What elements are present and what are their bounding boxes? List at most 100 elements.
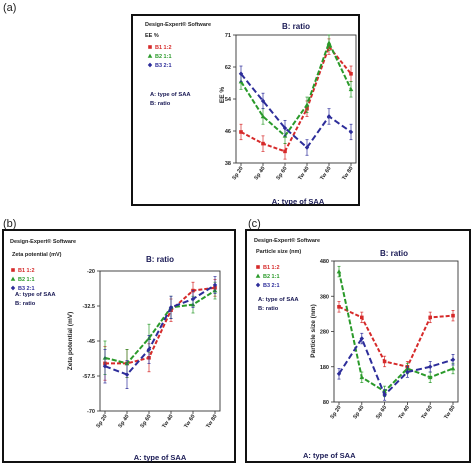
panel-c-data-point — [336, 371, 342, 377]
panel-a-data-point — [304, 145, 310, 150]
panel-b-x-tick-label: Tw 80 — [205, 414, 218, 430]
panel-b-chart-title: B: ratio — [146, 255, 174, 264]
panel-c-data-point — [382, 359, 387, 364]
panel-c-response-label: Particle size (nm) — [256, 249, 301, 255]
panel-b-factor-note: B: ratio — [15, 301, 36, 307]
panel-b-data-point — [146, 347, 152, 352]
panel-c-letter: (c) — [248, 218, 261, 230]
panel-a-legend-marker — [147, 53, 153, 58]
panel-b-data-point — [124, 372, 130, 377]
panel-c-y-tick-label: 80 — [323, 400, 329, 406]
panel-b-response-label: Zeta potential (mV) — [12, 252, 62, 258]
panel-a-data-point — [348, 129, 354, 135]
panel-c-series-line-2 — [338, 271, 454, 393]
panel-b-legend-entry: B3 2:1 — [18, 286, 35, 292]
panel-a-data-point — [326, 114, 332, 119]
panel-b-legend-entry: B1 1:2 — [18, 268, 35, 274]
panel-c-y-tick-label: 380 — [320, 294, 329, 300]
panel-b-legend-marker — [11, 268, 15, 272]
panel-c-legend-entry: B1 1:2 — [263, 265, 280, 271]
panel-c-x-tick-label: Tw 60 — [421, 405, 434, 421]
panel-b-y-axis-label: Zeta potential (mV) — [67, 312, 74, 371]
panel-a-y-axis-label: EE % — [219, 87, 226, 103]
panel-a-letter: (a) — [3, 2, 17, 14]
panel-c-data-point — [427, 374, 433, 380]
panel-b-data-point — [102, 363, 108, 369]
panel-a-data-point — [260, 114, 266, 119]
panel-a-series-line-3 — [240, 73, 352, 149]
panel-c-factor-note: A: type of SAA — [258, 297, 299, 303]
panel-c-data-point — [405, 369, 410, 375]
panel-a-series-line-2 — [240, 40, 352, 138]
panel-b-y-tick-label: -20 — [87, 269, 95, 275]
panel-c-data-point — [428, 364, 433, 370]
panel-a-data-point — [349, 71, 353, 76]
panel-b-y-tick-label: -32.5 — [82, 304, 95, 310]
panel-b-series-line-3 — [104, 284, 216, 376]
panel-a-y-tick-label: 46 — [225, 129, 231, 135]
panel-a-data-point — [326, 40, 332, 45]
panel-a-x-tick-label: Sp 60 — [275, 166, 288, 182]
panel-b-x-tick-label: Tw 40 — [161, 414, 174, 430]
panel-b-legend-marker — [10, 276, 16, 281]
panel-c-factor-note: B: ratio — [258, 306, 279, 312]
panel-a-legend-marker — [147, 62, 153, 68]
panel-b-x-tick-label: Tw 60 — [183, 414, 196, 430]
panel-a-y-tick-label: 38 — [225, 161, 231, 167]
panel-b-plot-area — [99, 270, 221, 412]
panel-c-legend-entry: B3 2:1 — [263, 283, 280, 289]
panel-a-data-point — [348, 86, 354, 92]
panel-c-y-tick-label: 280 — [320, 330, 329, 336]
panel-b-x-tick-label: Sp 40 — [117, 414, 130, 430]
panel-a-data-point — [304, 102, 310, 107]
panel-c-software-label: Design-Expert® Software — [254, 237, 320, 244]
panel-c-data-point — [359, 374, 365, 380]
panel-a-chart-title: B: ratio — [282, 22, 310, 31]
panel-a-x-tick-label: Tw 40 — [297, 166, 310, 182]
panel-c-data-point — [428, 315, 432, 320]
panel-a-legend-entry: B2 1:1 — [155, 54, 172, 60]
panel-b-data-point — [190, 296, 196, 302]
panel-a-data-point — [261, 141, 265, 146]
panel-c-data-point — [451, 313, 455, 318]
panel-b-data-point — [168, 305, 174, 310]
panel-b-legend-marker — [10, 285, 16, 291]
panel-c-data-point — [382, 392, 387, 398]
panel-b-series-line-1 — [105, 286, 216, 365]
panel-a-response-label: EE % — [145, 33, 159, 39]
panel-a-data-point — [260, 98, 266, 104]
panel-a-legend-marker — [148, 45, 152, 49]
panel-a-y-tick-label: 71 — [225, 33, 231, 39]
panel-c-x-tick-label: Sp 60 — [375, 405, 388, 421]
panel-c-plot-area — [333, 260, 459, 403]
panel-c-chart-title: B: ratio — [380, 249, 408, 258]
panel-b-y-tick-label: -70 — [87, 409, 95, 415]
panel-a-x-tick-label: Tw 80 — [341, 166, 354, 182]
panel-a-factor-note: A: type of SAA — [150, 92, 191, 98]
panel-c-data-point — [450, 357, 456, 363]
panel-a-x-tick-label: Tw 60 — [319, 166, 332, 182]
panel-b-data-point — [212, 282, 218, 288]
panel-c-x-tick-label: Sp 20 — [329, 405, 342, 421]
panel-b-factor-note: A: type of SAA — [15, 292, 56, 298]
panel-c-data-point — [359, 336, 364, 341]
panel-b-legend-entry: B2 1:1 — [18, 277, 35, 283]
panel-b-letter: (b) — [3, 218, 17, 230]
panel-c-data-point — [336, 269, 342, 274]
panel-c-legend-marker — [256, 265, 260, 269]
panel-a-x-tick-label: Sp 20 — [231, 166, 244, 182]
panel-a-data-point — [282, 125, 288, 131]
panel-c-legend-entry: B2 1:1 — [263, 274, 280, 280]
panel-c-x-tick-label: Tw 40 — [398, 405, 411, 421]
panel-c-legend-marker — [255, 282, 261, 288]
panel-c-y-tick-label: 480 — [320, 259, 329, 265]
panel-c-y-tick-label: 180 — [320, 365, 329, 371]
panel-c-data-point — [450, 366, 456, 371]
panel-b-y-tick-label: -57.5 — [82, 374, 95, 380]
panel-b-x-tick-label: Sp 60 — [139, 414, 152, 430]
panel-a-y-tick-label: 54 — [225, 97, 232, 103]
panel-a-x-axis-label: A: type of SAA — [272, 197, 325, 206]
panel-c-x-axis-label: A: type of SAA — [303, 451, 356, 460]
panel-c-x-tick-label: Sp 40 — [352, 405, 365, 421]
